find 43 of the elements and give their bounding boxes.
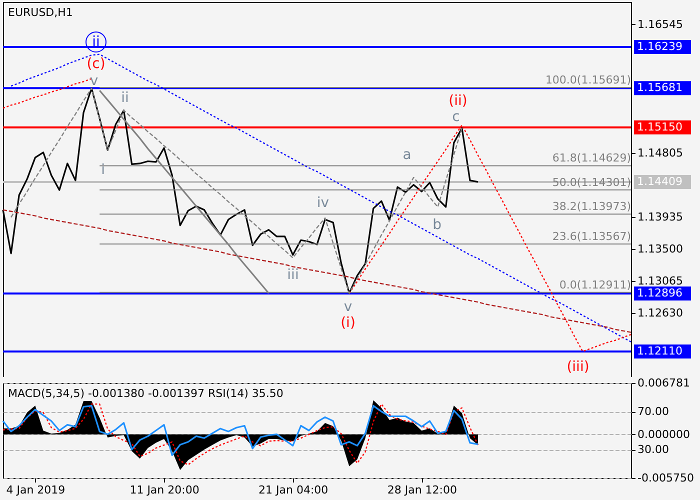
ref-line-label: 1.12110: [637, 344, 682, 358]
annotation: ii: [121, 90, 129, 106]
x-tick-label: 4 Jan 2019: [6, 484, 66, 496]
y-tick-label: 1.12630: [638, 306, 683, 320]
x-tick-label: 21 Jan 04:00: [258, 484, 328, 496]
series-label: 50.0(1.14301): [552, 176, 631, 189]
y-tick-label: 1.13935: [638, 210, 683, 224]
y-tick-label: 1.13065: [638, 274, 683, 288]
x-tick-label: 11 Jan 20:00: [130, 484, 200, 496]
annotation: v: [90, 73, 98, 89]
x-tick-label: 28 Jan 12:00: [387, 484, 457, 496]
y2-tick-label: 70.00: [638, 405, 669, 418]
annotation: i: [101, 162, 105, 178]
series-label: 23.6(1.13567): [552, 230, 631, 244]
chart-title: EURUSD,H1: [8, 6, 73, 19]
annotation: (c): [86, 56, 106, 72]
y-tick-label: 0.006781: [638, 376, 690, 390]
annotation: v: [344, 299, 352, 315]
y-tick-label: 1.16545: [638, 18, 683, 31]
y2-tick-label: 30.00: [638, 443, 669, 456]
chart-title: MACD(5,34,5) -0.001380 -0.001397 RSI(14) 35.50: [8, 387, 284, 400]
y-tick-label: 1.13500: [638, 242, 683, 256]
ref-line-label: 1.14409: [637, 174, 682, 188]
annotation: iv: [316, 195, 330, 211]
annotation: iii: [287, 267, 299, 283]
ref-line-label: 1.15681: [637, 81, 682, 94]
annotation: a: [402, 147, 412, 163]
annotation: (iii): [566, 359, 590, 375]
annotation: ii: [92, 34, 100, 50]
series-label: 61.8(1.14629): [552, 152, 631, 165]
annotation: (ii): [448, 93, 468, 109]
y-tick-label: 1.14805: [638, 146, 683, 160]
series-label: 38.2(1.13973): [552, 200, 631, 214]
annotation: c: [452, 109, 460, 125]
series-label: 100.0(1.15691): [545, 73, 631, 86]
y-tick-label: 0.000000: [638, 428, 690, 441]
ref-line-label: 1.12896: [637, 286, 682, 300]
annotation: b: [432, 217, 442, 233]
series-label: 0.0(1.12911): [559, 278, 631, 292]
ref-line-label: 1.15150: [637, 120, 682, 134]
y-tick-label: -0.005750: [638, 472, 694, 484]
ref-line-label: 1.16239: [637, 40, 682, 54]
annotation: (i): [340, 315, 356, 331]
